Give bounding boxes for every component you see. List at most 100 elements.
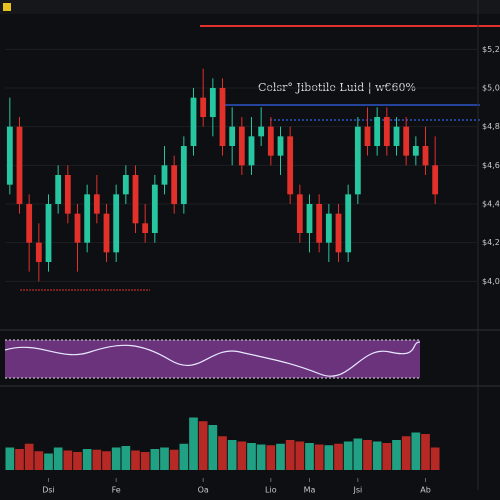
volume-bar (256, 444, 266, 470)
volume-bar (237, 441, 247, 470)
x-tick-label: Jsi (352, 486, 362, 495)
candle-body (45, 204, 52, 262)
candle-body (432, 165, 439, 195)
candle-body (6, 126, 13, 185)
candle-body (26, 204, 33, 243)
volume-bar (15, 449, 24, 470)
volume-bar (73, 452, 82, 470)
candle-body (93, 194, 100, 214)
y-tick-label: $4,800 (482, 122, 500, 131)
x-tick-label: Lio (265, 486, 277, 495)
volume-bar (140, 452, 150, 470)
candle-body (113, 194, 120, 253)
y-tick-label: $5,200 (482, 45, 500, 54)
x-tick-label: Ab (420, 486, 431, 495)
candle-body (238, 126, 245, 166)
volume-bar (266, 445, 276, 470)
volume-bar (169, 449, 179, 470)
volume-bar (276, 443, 285, 470)
volume-bar (227, 440, 237, 470)
candle-body (325, 213, 332, 243)
candle-body (229, 126, 236, 146)
volume-bar (401, 436, 411, 470)
candle-body (422, 146, 429, 166)
volume-bar (372, 441, 382, 470)
candle-body (84, 194, 91, 243)
volume-bar (198, 421, 208, 470)
volume-bar (82, 449, 92, 470)
candle-body (277, 136, 284, 156)
candle-body (354, 126, 361, 195)
candle-body (316, 204, 323, 243)
volume-bar (285, 440, 295, 470)
x-tick-label: Ma (304, 486, 316, 495)
candle-body (383, 117, 390, 146)
volume-bar (44, 453, 53, 470)
candle-body (200, 97, 207, 117)
candle-body (142, 223, 149, 233)
logo (3, 3, 11, 11)
volume-bar (421, 434, 430, 470)
candle-body (219, 88, 226, 146)
volume-bar (34, 451, 44, 470)
candle-body (267, 126, 274, 156)
candle-body (248, 136, 255, 166)
oscillator-panel (5, 340, 420, 378)
candle-body (209, 88, 216, 117)
candle-body (103, 213, 110, 253)
candle-body (64, 175, 71, 214)
candle-body (190, 97, 197, 146)
y-tick-label: $4,200 (482, 238, 500, 247)
volume-bar (179, 443, 189, 470)
volume-bar (111, 447, 121, 470)
volume-bar (63, 450, 73, 470)
volume-bar (5, 447, 15, 470)
volume-bar (430, 447, 440, 470)
volume-bar (324, 445, 334, 470)
volume-bar (314, 444, 324, 470)
candle-body (180, 146, 187, 204)
candle-body (258, 126, 265, 137)
candle-body (335, 213, 342, 253)
volume-bar (160, 447, 169, 470)
candle-body (171, 165, 178, 204)
candle-body (345, 194, 352, 253)
candle-body (132, 175, 139, 224)
volume-bar (247, 443, 256, 470)
x-tick-label: Oa (198, 486, 209, 495)
x-tick-label: Fe (112, 486, 121, 495)
candle-body (151, 184, 158, 233)
y-tick-label: $4,400 (482, 200, 500, 209)
candle-body (16, 126, 23, 204)
candle-body (403, 126, 410, 156)
volume-bar (382, 443, 392, 470)
volume-bar (150, 449, 160, 470)
y-tick-label: $4,000 (482, 277, 500, 286)
candle-body (296, 194, 303, 233)
volume-bar (305, 443, 314, 470)
volume-bar (92, 449, 102, 470)
candle-body (364, 126, 371, 146)
volume-bar (53, 447, 63, 470)
volume-bar (353, 438, 363, 470)
candle-body (287, 136, 294, 195)
candle-body (35, 242, 42, 262)
volume-bar (208, 425, 218, 470)
volume-bar (121, 446, 131, 470)
volume-bar (218, 436, 227, 470)
volume-bar (334, 443, 343, 470)
top-bar (0, 0, 500, 14)
volume-bar (131, 450, 140, 470)
volume-bar (343, 441, 353, 470)
volume-bar (392, 440, 401, 470)
y-tick-label: $5,000 (482, 84, 500, 93)
volume-bar (363, 440, 372, 470)
candle-body (306, 204, 313, 233)
x-tick-label: Dsi (42, 486, 55, 495)
candle-body (74, 213, 81, 243)
oscillator-line (4, 341, 421, 377)
y-tick-label: $4,600 (482, 161, 500, 170)
volume-bar (102, 451, 111, 470)
